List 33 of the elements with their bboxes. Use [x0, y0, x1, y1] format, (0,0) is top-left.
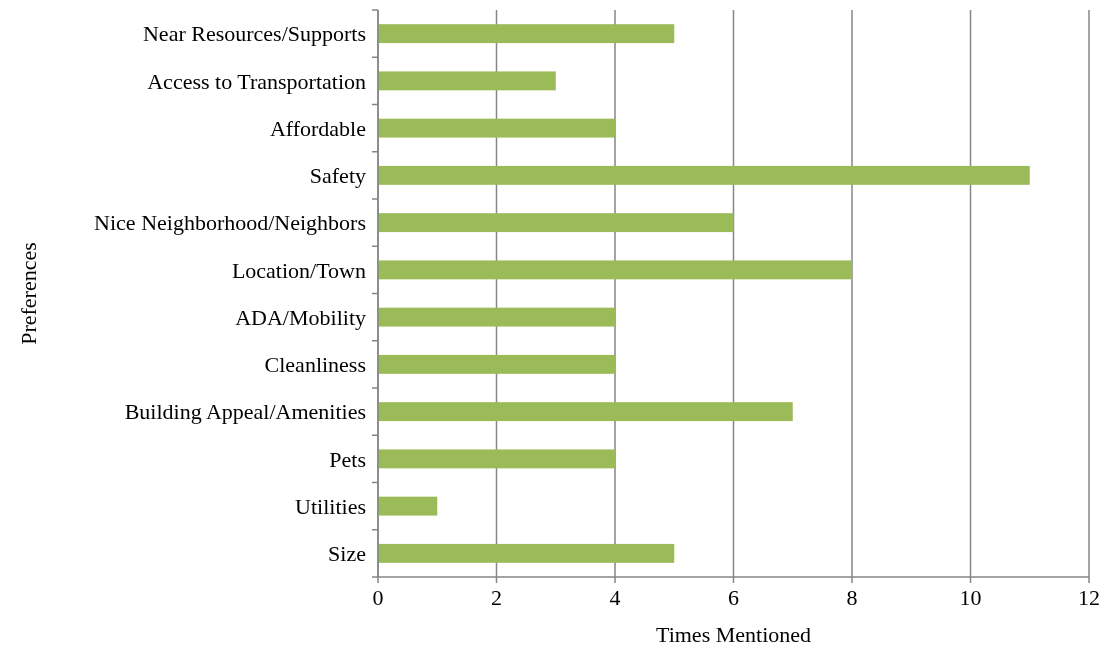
- y-tick-label: Nice Neighborhood/Neighbors: [94, 210, 366, 236]
- bar: [378, 307, 615, 327]
- x-tick-label: 10: [959, 585, 982, 610]
- y-tick-label: Size: [328, 541, 366, 567]
- y-tick-label: Affordable: [269, 115, 366, 141]
- bar: [378, 24, 675, 44]
- bar: [378, 71, 556, 91]
- y-tick-label: Near Resources/Supports: [142, 21, 366, 47]
- bar: [378, 543, 675, 563]
- bar: [378, 449, 615, 469]
- y-tick-label: Safety: [309, 163, 366, 189]
- y-tick-label: Utilities: [295, 493, 366, 519]
- x-tick-label: 12: [1078, 585, 1100, 610]
- bar: [378, 213, 734, 233]
- bar: [378, 165, 1030, 185]
- x-tick-label: 2: [491, 585, 502, 610]
- y-tick-label: Access to Transportation: [147, 68, 366, 94]
- bar: [378, 496, 438, 516]
- y-tick-label: Cleanliness: [264, 352, 366, 378]
- bar: [378, 118, 615, 138]
- x-axis-title: Times Mentioned: [655, 622, 812, 647]
- y-tick-label: Building Appeal/Amenities: [124, 399, 366, 425]
- bar: [378, 354, 615, 374]
- x-tick-label: 0: [372, 585, 384, 610]
- bar: [378, 260, 852, 280]
- y-tick-label: Pets: [329, 446, 366, 472]
- x-tick-label: 6: [728, 585, 739, 610]
- y-tick-label: Location/Town: [231, 257, 366, 283]
- y-axis-title: Preferences: [16, 242, 41, 345]
- x-tick-label: 8: [846, 585, 858, 610]
- y-tick-label: ADA/Mobility: [235, 304, 366, 330]
- bar: [378, 402, 793, 422]
- x-tick-label: 4: [609, 585, 621, 610]
